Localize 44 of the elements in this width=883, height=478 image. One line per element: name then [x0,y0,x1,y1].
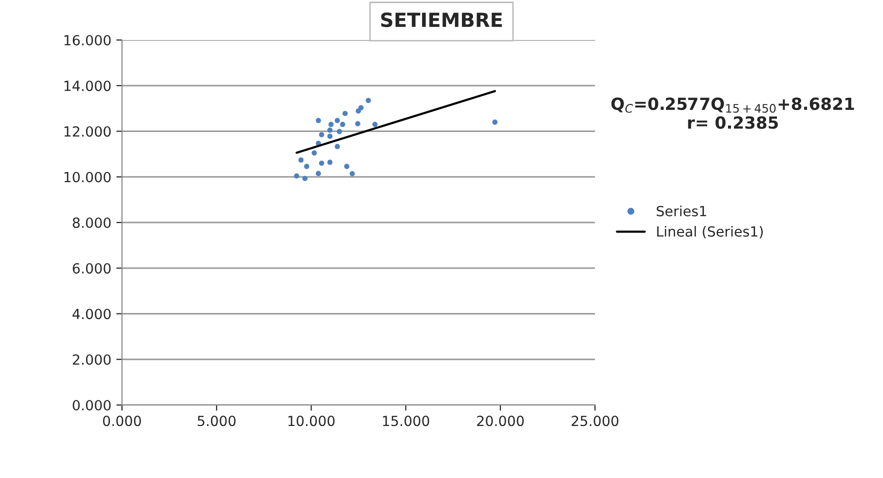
text: Q$_{C}$=0.2577Q$_{15+450}$+8.6821 r= 0.2385 [611,97,854,129]
point [327,160,333,165]
y-tick-label: 12.000 [64,126,111,137]
point [327,128,333,133]
x-tick-label: 25.000 [572,416,618,426]
y-tick-label: 4.000 [72,308,111,320]
point [328,122,334,128]
point [319,160,324,166]
legend-label: Series1 [656,206,706,216]
point [316,170,321,176]
point [298,157,304,163]
point [319,132,324,138]
point [294,173,300,179]
y-tick-label: 10.000 [64,172,111,182]
point [344,164,350,169]
y-tick-label: 16.000 [64,34,111,46]
point [340,122,346,128]
chart-title: SETIEMBRE [381,12,502,28]
x-tick-label: 0.000 [103,416,141,426]
y-tick-label: 6.000 [72,263,111,274]
point [366,98,371,104]
point [304,164,310,169]
point [312,150,317,156]
point [355,121,360,126]
point [327,134,333,139]
point [492,120,498,125]
point [356,108,361,114]
point [334,144,340,150]
legend-label: Lineal (Series1) [657,226,763,238]
x-tick-label: 10.000 [288,416,335,426]
point [342,110,348,116]
x-tick-label: 5.000 [198,416,236,426]
y-tick-label: 8.000 [72,217,111,228]
y-tick-label: 0.000 [72,400,111,410]
point [302,176,308,182]
x-tick-label: 20.000 [477,416,524,426]
point [372,122,378,128]
x-tick-label: 15.000 [383,416,430,426]
y-tick-label: 2.000 [72,354,111,365]
point [316,118,321,124]
point [336,128,342,134]
point [334,118,340,124]
point [350,171,355,176]
y-tick-label: 14.000 [64,80,111,92]
